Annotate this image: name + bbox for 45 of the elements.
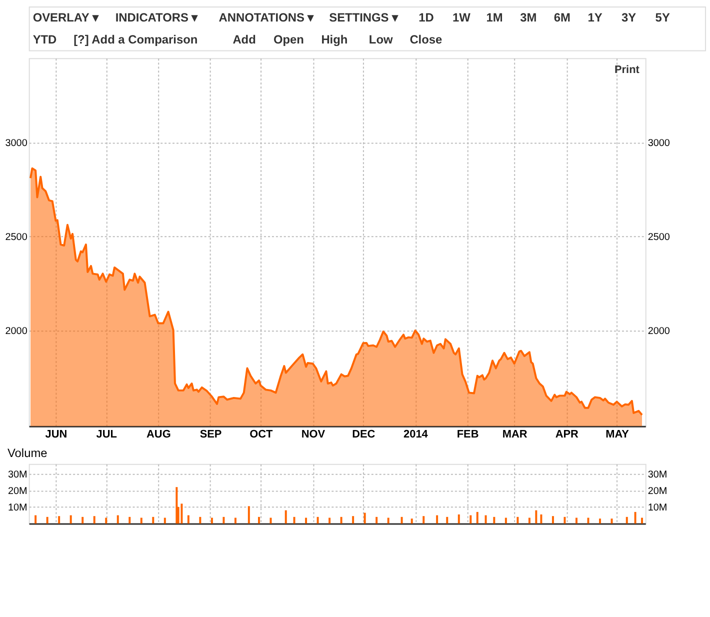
text: 6M [554,10,571,24]
text: 1Y [588,10,602,24]
y2-tick-label: 30M [648,469,668,480]
x-tick-label: DEC [352,428,376,441]
chart-title: Volume [8,446,48,460]
text: OVERLAY ▾ [32,10,100,24]
x-tick-label: 2014 [404,428,429,441]
y2-tick-label: 2000 [648,326,670,337]
x-tick-label: JUN [45,428,68,441]
y2-tick-label: 20M [648,486,668,497]
text: Open [273,32,304,46]
x-tick-label: MAR [502,428,528,441]
text: 3M [520,10,537,24]
x-tick-label: FEB [456,428,479,441]
y2-tick-label: 2500 [648,232,670,243]
x-tick-label: AUG [146,428,171,441]
x-tick-label: NOV [301,428,326,441]
y2-tick-label: 10M [648,502,668,514]
text: ANNOTATIONS ▾ [218,10,315,24]
annotation: Print [614,64,640,76]
text: 1W [452,10,472,24]
text: Add [232,32,256,46]
text: High [321,32,348,46]
x-tick-label: SEP [200,428,222,441]
y-tick-label: 30M [8,469,28,480]
text: [?] Add a Comparison [74,32,198,46]
text: Low [368,32,394,46]
text: 5Y [655,10,670,24]
x-tick-label: JUL [96,428,118,441]
x-tick-label: MAY [606,428,630,441]
y-tick-label: 20M [8,486,28,497]
x-tick-label: APR [555,428,579,441]
text: 3Y [622,10,636,24]
y-tick-label: 2000 [5,326,28,337]
text: Close [410,32,443,46]
text: SETTINGS ▾ [329,10,400,24]
y2-tick-label: 3000 [648,138,670,150]
text: YTD [32,32,58,46]
y-tick-label: 3000 [5,138,28,150]
x-tick-label: OCT [250,428,274,441]
text: INDICATORS ▾ [115,10,199,24]
text: 1M [486,10,503,24]
y-tick-label: 10M [8,502,28,514]
y-tick-label: 2500 [5,232,28,243]
text: 1D [418,10,434,24]
